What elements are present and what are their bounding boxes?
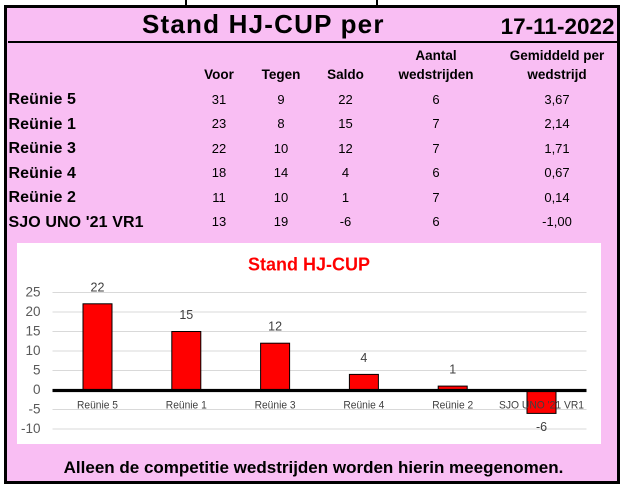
svg-text:15: 15 xyxy=(25,324,40,339)
svg-text:5: 5 xyxy=(33,363,41,378)
svg-text:25: 25 xyxy=(25,285,40,300)
svg-text:-10: -10 xyxy=(21,421,41,436)
svg-text:4: 4 xyxy=(360,351,367,365)
svg-text:Reünie 3: Reünie 3 xyxy=(255,400,296,412)
svg-text:20: 20 xyxy=(25,304,40,319)
svg-text:10: 10 xyxy=(25,343,40,358)
svg-text:Reünie 5: Reünie 5 xyxy=(77,400,118,412)
svg-text:12: 12 xyxy=(268,320,282,334)
svg-text:22: 22 xyxy=(91,281,105,295)
svg-text:1: 1 xyxy=(449,363,456,377)
svg-text:0: 0 xyxy=(33,382,41,397)
svg-text:Reünie 4: Reünie 4 xyxy=(343,400,384,412)
svg-text:Stand HJ-CUP: Stand HJ-CUP xyxy=(248,255,370,275)
svg-text:SJO UNO '21 VR1: SJO UNO '21 VR1 xyxy=(499,400,584,412)
svg-text:Reünie 1: Reünie 1 xyxy=(166,400,207,412)
svg-text:Reünie 2: Reünie 2 xyxy=(432,400,473,412)
svg-text:-6: -6 xyxy=(536,420,547,434)
svg-text:-5: -5 xyxy=(28,402,40,417)
svg-text:15: 15 xyxy=(179,308,193,322)
